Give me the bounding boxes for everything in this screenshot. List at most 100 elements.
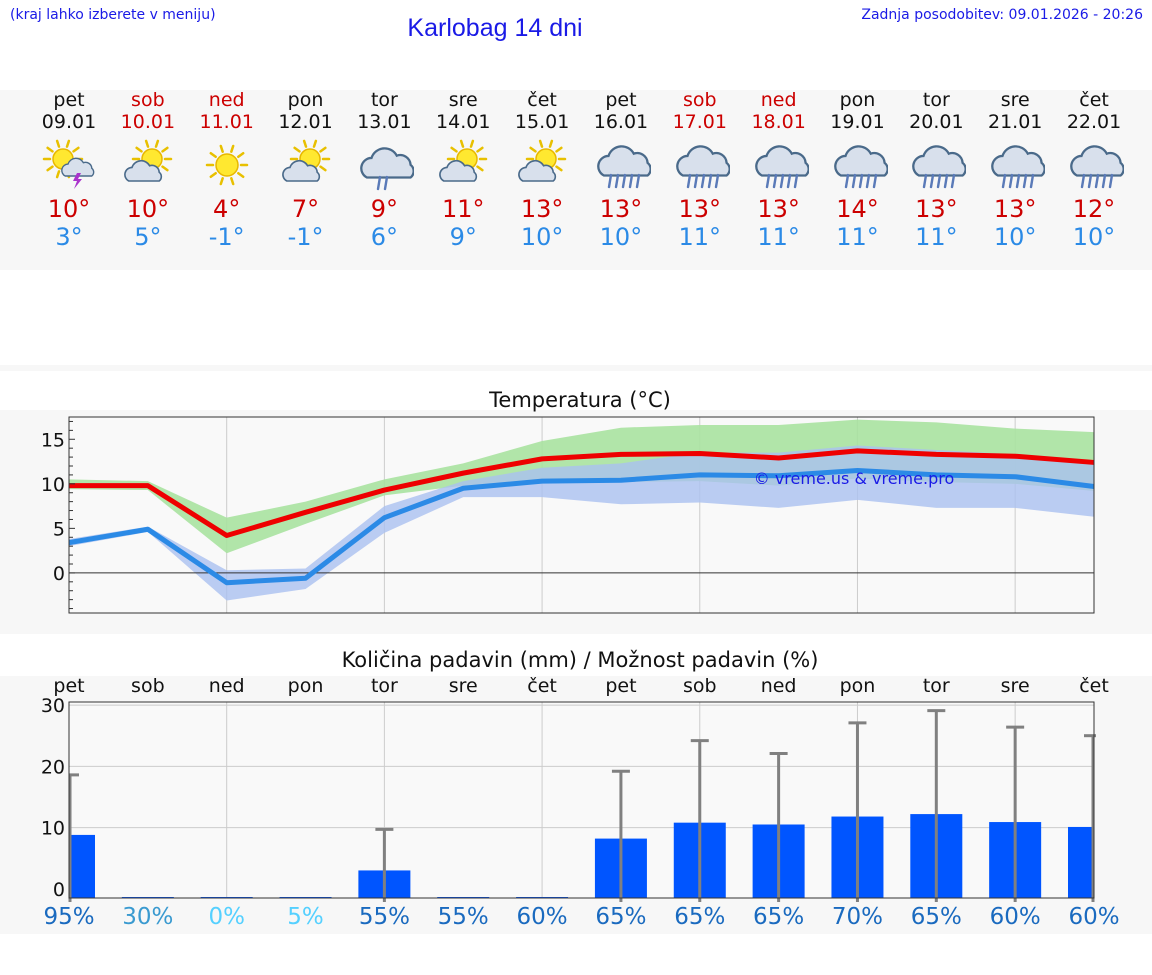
plot-frame (68, 701, 1095, 899)
max-temperature: 7° (291, 195, 320, 223)
day-name: sre (448, 89, 478, 111)
day-label: čet (527, 675, 557, 697)
precip-probability: 30% (122, 904, 174, 930)
day-date: 14.01 (436, 111, 491, 133)
precip-probability: 60% (1068, 904, 1120, 930)
cloud-rain-icon (912, 145, 967, 189)
day-forecast: sob 10.01 10° 5° (108, 90, 188, 252)
min-temperature: 10° (1072, 223, 1116, 251)
sun-cloud-thunder-icon (42, 139, 95, 189)
max-temperature: 11° (441, 195, 485, 223)
day-label: pet (53, 675, 84, 697)
forecast-panel (0, 90, 1152, 270)
day-forecast: pet 09.01 10° 3° (29, 90, 109, 252)
max-temperature: 13° (993, 195, 1037, 223)
day-date: 21.01 (987, 111, 1043, 133)
y-tick-label: 20 (41, 756, 65, 778)
y-tick-label: 10 (41, 818, 65, 840)
precip-bar (1068, 826, 1094, 898)
day-label: sob (683, 675, 717, 697)
precip-probability: 65% (595, 904, 647, 930)
precip-probability: 55% (437, 904, 489, 930)
temperature-chart: 0 5 10 15 © vreme.us & vreme.pro (41, 416, 1095, 614)
day-forecast: sre 14.01 11° 9° (423, 89, 503, 252)
min-temperature: 9° (449, 223, 477, 251)
precipitation-chart: pet sob ned pon tor sre čet pet sob ned pon tor sre č… (41, 675, 1109, 902)
min-temperature: 11° (757, 223, 800, 251)
max-temperature: 10° (47, 195, 91, 223)
precip-probability: 70% (831, 904, 884, 930)
y-tick-label: 10 (41, 474, 65, 496)
cloud-light-rain-icon (360, 147, 415, 191)
max-temperature: 10° (126, 195, 170, 223)
day-label: čet (1079, 675, 1109, 697)
precip-probability: 0% (208, 904, 245, 930)
min-temperature: 3° (55, 223, 83, 251)
y-tick-label: 0 (53, 879, 65, 901)
precip-probability: 60% (516, 904, 568, 930)
day-name: sre (1000, 89, 1030, 111)
precip-probability: 55% (358, 904, 410, 930)
day-date: 22.01 (1066, 111, 1122, 133)
day-label: sre (449, 675, 478, 697)
sun-behind-cloud-icon (123, 139, 173, 182)
min-temperature: 11° (678, 223, 722, 251)
cloud-rain-icon (597, 145, 651, 189)
day-date: 19.01 (830, 111, 885, 133)
max-temperature: 4° (213, 195, 241, 223)
max-temperature: 12° (1072, 195, 1116, 223)
sun-icon (205, 144, 248, 186)
day-name: pon (839, 89, 876, 111)
day-date: 18.01 (751, 111, 806, 133)
cloud-rain-icon (833, 145, 888, 189)
day-forecast: pon 19.01 14° 11° (818, 90, 898, 251)
watermark: © vreme.us & vreme.pro (754, 469, 955, 488)
location-hint: (kraj lahko izberete v meniju) (10, 7, 216, 23)
min-temperature: 5° (134, 223, 162, 251)
day-label: pon (288, 675, 324, 697)
cloud-rain-icon (991, 145, 1046, 189)
day-date: 10.01 (120, 111, 176, 133)
day-label: tor (371, 675, 398, 697)
min-temperature: -1° (287, 223, 324, 251)
precipitation-probability-row: 95% 30% 0% 5% 55% 55% 60% 65% 65% 65% 70% 65% 60% 60% (0, 904, 1152, 934)
min-temperature: 11° (836, 223, 879, 251)
day-date: 12.01 (278, 111, 333, 133)
precip-probability: 65% (674, 904, 726, 930)
day-forecast: pet 16.01 13° 10° (581, 90, 661, 251)
day-name: tor (370, 89, 398, 111)
day-forecast: pon 12.01 7° -1° (266, 90, 346, 252)
max-temperature: 13° (678, 195, 722, 223)
precip-probability: 95% (43, 904, 95, 930)
min-temperature-line (68, 467, 1095, 586)
max-temperature-line (69, 448, 1095, 538)
day-forecast: ned 18.01 13° 11° (739, 90, 819, 251)
min-temperature: 10° (599, 223, 643, 251)
day-name: ned (208, 89, 245, 111)
precip-probability: 60% (989, 904, 1041, 930)
cloud-rain-icon (754, 145, 809, 189)
max-temperature: 13° (599, 195, 643, 223)
day-name: tor (922, 89, 950, 111)
day-date: 11.01 (199, 111, 254, 133)
day-date: 16.01 (593, 111, 649, 133)
page-title: Karlobag 14 dni (407, 14, 583, 42)
day-label: pon (840, 675, 876, 697)
sun-behind-cloud-icon (518, 139, 567, 182)
day-date: 09.01 (41, 111, 97, 133)
precip-bar (69, 834, 95, 898)
day-forecast: tor 20.01 13° 11° (896, 90, 976, 251)
divider (0, 365, 1152, 371)
y-tick-label: 0 (53, 563, 65, 585)
day-forecast: čet 15.01 13° 10° (502, 90, 582, 252)
day-forecast: čet 22.01 12° 10° (1054, 90, 1134, 251)
precip-probability: 65% (753, 904, 805, 930)
precip-probability: 5% (287, 904, 324, 930)
precip-chart-title: Količina padavin (mm) / Možnost padavin … (341, 648, 819, 672)
min-temperature: -1° (208, 223, 245, 251)
cloud-rain-icon (1070, 145, 1125, 189)
day-forecast: ned 11.01 4° -1° (187, 89, 267, 252)
day-date: 20.01 (909, 111, 964, 133)
plot-frame (68, 416, 1095, 614)
day-label: sob (131, 675, 165, 697)
